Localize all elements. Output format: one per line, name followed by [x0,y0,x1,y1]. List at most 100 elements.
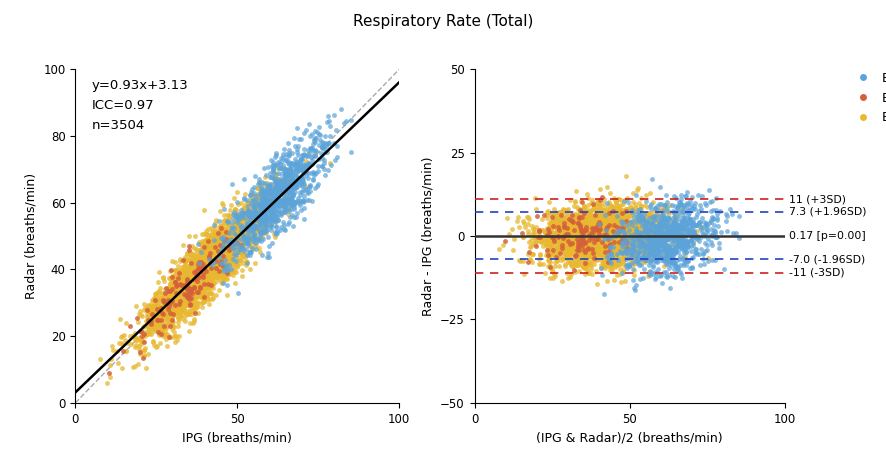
Point [582,247,596,255]
Point [241,212,255,219]
Point [179,276,193,284]
Point [242,233,256,241]
Point [218,225,232,233]
Point [582,237,596,244]
Point [175,289,190,297]
Point [194,248,208,256]
Point [222,230,237,238]
Point [660,235,674,242]
Point [222,234,237,242]
Point [602,213,616,220]
Point [547,214,561,221]
Point [672,243,687,250]
Point [203,278,217,286]
Point [307,138,321,145]
Point [657,231,671,238]
Point [604,230,618,238]
Point [268,196,282,203]
Point [214,224,228,231]
Point [643,222,657,230]
Point [178,296,192,304]
Point [201,264,215,272]
Point [606,194,620,201]
Point [241,223,255,231]
Point [178,282,192,289]
Point [173,267,187,274]
Point [225,235,239,242]
Point [197,283,211,290]
Point [674,238,688,245]
Point [643,243,657,250]
Point [245,201,260,209]
Point [600,244,614,252]
Point [198,248,213,255]
Point [579,215,594,222]
Point [198,268,213,275]
Point [206,241,221,249]
Point [684,264,698,272]
Point [215,234,229,242]
Point [611,233,626,240]
Point [271,161,285,168]
Point [226,243,240,250]
Point [573,247,587,254]
Point [664,258,679,266]
Point [190,268,204,275]
Point [242,249,256,256]
Point [515,233,529,240]
Point [113,333,128,340]
Point [585,228,599,236]
Point [214,259,229,267]
Point [178,275,192,282]
Point [226,234,240,242]
Point [222,242,236,249]
Point [543,241,557,249]
Point [607,236,621,244]
Point [243,225,257,232]
Point [637,236,651,243]
Point [626,260,640,268]
Point [192,287,206,294]
Point [688,249,703,256]
Point [542,231,556,238]
Point [311,155,325,163]
Text: 11 (+3SD): 11 (+3SD) [789,194,845,205]
Point [231,219,245,227]
Point [268,223,283,230]
Point [182,281,196,288]
Point [217,241,231,249]
Point [579,208,593,216]
Point [271,188,285,196]
Point [603,228,618,235]
Point [691,218,705,225]
Point [600,235,614,243]
Point [330,153,344,161]
Point [217,227,231,234]
Point [650,249,664,257]
Point [306,135,320,143]
Point [145,324,159,331]
Point [618,255,632,263]
Point [618,247,632,255]
Point [286,200,300,207]
Point [147,296,161,304]
Point [623,203,637,210]
Point [563,224,577,232]
Point [211,271,225,279]
Point [247,242,261,250]
Point [239,220,253,228]
Point [633,218,647,225]
Point [618,247,633,255]
Point [226,234,240,242]
Point [522,238,536,245]
Point [527,238,541,246]
Point [253,203,268,211]
Point [271,208,285,216]
Point [284,188,298,195]
Point [579,259,593,267]
Point [602,229,616,237]
Point [204,265,218,272]
Point [646,236,660,244]
Point [545,250,559,257]
Point [130,318,144,325]
